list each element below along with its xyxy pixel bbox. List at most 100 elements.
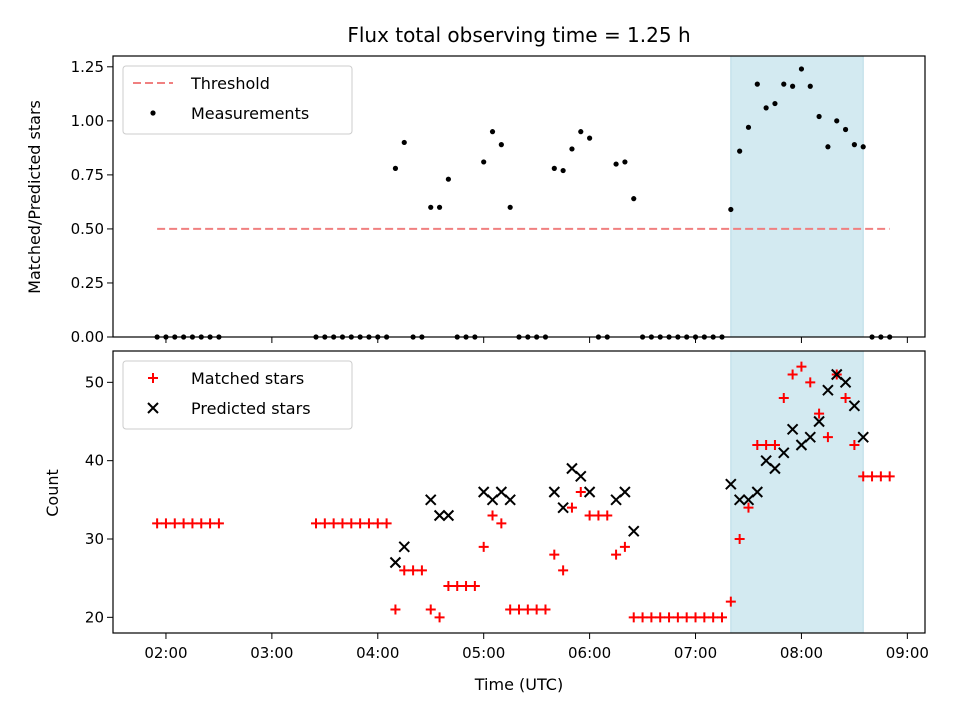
legend-swatch-measurement (150, 110, 156, 116)
matched-star-point (602, 510, 613, 521)
matched-star-point (884, 471, 895, 482)
legend-label: Predicted stars (191, 399, 311, 418)
measurement-point (613, 161, 619, 167)
y-tick-label: 1.25 (71, 58, 104, 76)
matched-star-point (408, 565, 419, 576)
x-tick-label: 07:00 (674, 644, 717, 662)
matched-star-point (363, 518, 374, 529)
legend-box (122, 360, 353, 430)
bottom-panel: 20 30 40 50 02:00 03:00 04:00 05:00 06:00 07:00 08… (85, 350, 929, 662)
predicted-star-point (813, 415, 825, 428)
matched-star-point (178, 518, 189, 529)
measurement-point (834, 118, 840, 124)
predicted-star-point (786, 423, 799, 436)
matched-star-point (646, 612, 657, 623)
x-axis-label: Time (UTC) (474, 675, 563, 694)
predicted-star-point (557, 501, 569, 514)
predicted-star-point (575, 470, 587, 483)
legend-label: Matched stars (191, 369, 304, 388)
legend-swatch-matched (148, 373, 158, 383)
legend-swatch-predicted (147, 402, 159, 414)
predicted-star-point (778, 447, 790, 459)
predicted-star-point (583, 486, 596, 498)
matched-star-point (540, 604, 551, 615)
measurement-point (728, 206, 734, 213)
measurement-point (498, 142, 504, 148)
matched-star-point (187, 518, 198, 529)
matched-star-point (875, 471, 886, 482)
measurement-point (489, 129, 496, 135)
predicted-star-point (504, 494, 516, 506)
measurement-point (798, 66, 805, 72)
matched-star-point (478, 541, 489, 552)
measurement-point (816, 113, 822, 120)
matched-star-point (469, 581, 480, 591)
y-tick-label: 0.25 (71, 274, 104, 292)
legend-box (122, 65, 353, 135)
measurement-point (401, 139, 407, 146)
y-tick-label: 40 (85, 452, 104, 470)
predicted-star-point (442, 509, 455, 522)
matched-star-point (372, 518, 383, 529)
matched-star-point (169, 518, 180, 529)
measurement-point (560, 167, 566, 174)
matched-star-point (311, 518, 321, 529)
matched-star-point (655, 612, 666, 623)
matched-star-point (840, 393, 851, 403)
top-y-axis-label: Matched/Predicted stars (25, 100, 44, 294)
measurement-point (631, 196, 637, 202)
matched-star-point (743, 502, 754, 513)
matched-star-point (717, 612, 727, 623)
matched-star-point (778, 393, 789, 403)
matched-star-point (867, 471, 878, 482)
matched-star-point (487, 510, 498, 521)
predicted-star-point (804, 431, 816, 443)
matched-star-point (514, 604, 524, 615)
predicted-star-point (839, 376, 852, 389)
predicted-star-point (751, 486, 764, 498)
matched-star-point (337, 518, 348, 529)
matched-star-point (769, 440, 780, 450)
matched-star-point (858, 471, 869, 482)
matched-star-point (708, 612, 719, 623)
y-tick-label: 0.00 (71, 328, 104, 346)
measurement-point (587, 135, 593, 141)
matched-star-point (787, 369, 798, 380)
matched-star-point (752, 440, 763, 450)
predicted-star-point (628, 525, 640, 537)
predicted-star-point (619, 486, 631, 498)
measurement-point (622, 159, 628, 165)
matched-star-point (637, 612, 648, 623)
matched-star-point (328, 518, 339, 529)
matched-star-point (796, 361, 807, 372)
matched-star-point (611, 549, 622, 560)
measurement-point (851, 142, 857, 148)
matched-star-point (849, 440, 860, 450)
legend-label: Measurements (191, 104, 309, 123)
predicted-star-point (548, 486, 561, 498)
series-matched-stars (152, 361, 895, 623)
matched-star-point (160, 518, 171, 529)
matched-star-point (425, 604, 436, 615)
legend-label: Threshold (190, 74, 270, 93)
matched-star-point (152, 518, 163, 529)
matched-star-point (734, 534, 745, 544)
matched-star-point (566, 502, 577, 513)
matched-star-point (584, 510, 595, 521)
measurement-point (842, 126, 849, 133)
matched-star-point (399, 565, 410, 576)
y-tick-label: 50 (85, 373, 104, 391)
predicted-star-point (733, 494, 746, 506)
matched-star-point (575, 487, 586, 497)
matched-star-point (549, 549, 560, 560)
matched-star-point (443, 581, 454, 591)
matched-star-point (628, 612, 639, 623)
matched-star-point (805, 377, 816, 388)
bottom-y-axis-label: Count (43, 469, 62, 517)
measurement-point (745, 124, 752, 130)
axes-frame (112, 350, 926, 634)
measurement-point (772, 100, 778, 107)
measurement-point (807, 83, 813, 89)
measurement-point (754, 81, 760, 87)
